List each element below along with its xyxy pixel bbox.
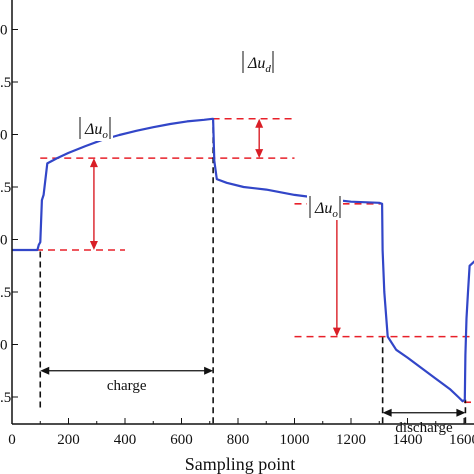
vertical-markers (39, 118, 467, 424)
delta-sub: o (102, 129, 108, 141)
x-tick-label: 600 (170, 432, 193, 448)
y-tick-label: .5 (0, 75, 11, 91)
delta-sub: d (265, 63, 271, 75)
x-tick-label: 200 (57, 432, 80, 448)
y-tick-label: 0 (0, 233, 8, 249)
delta-text: Δu (314, 200, 332, 217)
x-tick-label: 400 (114, 432, 137, 448)
difference-arrow (89, 158, 98, 250)
difference-arrow (255, 118, 264, 159)
x-tick-label: 800 (227, 432, 250, 448)
x-tick-label: 1400 (393, 432, 423, 448)
delta-text: Δu (247, 55, 265, 72)
delta-label-right: Δuo (307, 194, 343, 220)
delta-text: Δu (84, 121, 102, 138)
delta-sub: o (332, 208, 338, 220)
x-tick-label: 0 (8, 432, 16, 448)
delta-label-upper: Δud (240, 49, 276, 75)
delta-labels: Δud Δuo Δuo (77, 49, 343, 220)
axes: 0 200 400 600 800 1000 1200 1400 1600 .5 0 .5 0 .5 0 .5… (0, 0, 474, 448)
difference-arrow (332, 203, 341, 337)
x-tick-label: 1200 (336, 432, 366, 448)
y-tick-label: .5 (0, 285, 11, 301)
y-tick-label: 0 (0, 128, 8, 144)
y-tick-label: 0 (0, 338, 8, 354)
svg-text:Δud: Δud (247, 55, 271, 75)
svg-text:Δuo: Δuo (84, 121, 108, 141)
y-tick-label: .5 (0, 390, 11, 406)
reference-lines (12, 117, 474, 404)
x-axis-label: Sampling point (185, 454, 296, 474)
delta-label-left: Δuo (77, 115, 113, 141)
interval-label: charge (107, 378, 147, 394)
difference-arrows (89, 118, 341, 337)
series-layer (12, 117, 474, 403)
series-line (12, 117, 474, 403)
y-tick-label: 0 (0, 23, 8, 39)
y-tick-label: .5 (0, 180, 11, 196)
x-tick-label: 1000 (280, 432, 310, 448)
x-tick-label: 1600 (449, 432, 474, 448)
svg-text:Δuo: Δuo (314, 200, 338, 220)
interval-annotation: charge (40, 366, 214, 394)
